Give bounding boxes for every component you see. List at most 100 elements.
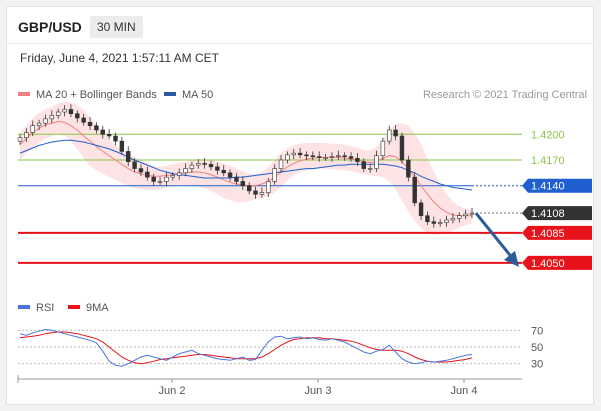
candle (196, 163, 201, 166)
candle (55, 111, 61, 116)
x-tick-label: Jun 3 (305, 385, 332, 397)
candle (119, 140, 125, 152)
level-label: 1.4050 (531, 258, 565, 270)
candle (215, 166, 220, 171)
timeframe-button[interactable]: 30 MIN (90, 16, 143, 38)
candle (176, 172, 182, 176)
candle (425, 215, 430, 223)
rsi-legend-swatch (18, 305, 30, 309)
candle (291, 152, 296, 156)
candle (285, 154, 290, 161)
candle (444, 219, 449, 223)
candle (126, 151, 131, 163)
candle (113, 135, 118, 142)
legend-swatch (164, 92, 176, 96)
candle (297, 152, 303, 156)
candle (387, 129, 392, 142)
bollinger-band (20, 101, 472, 236)
ma50-line (19, 139, 473, 191)
candle (317, 156, 322, 158)
candle (221, 169, 226, 174)
candle (431, 221, 437, 224)
candle (49, 115, 55, 120)
candle (183, 168, 188, 174)
symbol-label: GBP/USD (18, 19, 82, 35)
candle (227, 172, 233, 178)
candle (406, 159, 411, 178)
candle (412, 176, 417, 204)
candle (469, 212, 475, 215)
candle (437, 222, 443, 224)
candle (463, 213, 468, 217)
level-label: 1.4140 (531, 181, 565, 193)
candle (240, 181, 246, 187)
candle (24, 132, 29, 139)
candle (380, 140, 386, 157)
candle (266, 181, 271, 193)
candle (304, 154, 309, 157)
candle (100, 129, 105, 135)
candle (329, 156, 335, 158)
candle (234, 176, 239, 182)
candle (342, 155, 347, 158)
candle (62, 109, 67, 113)
forecast-arrow-line (474, 212, 515, 260)
candle (17, 137, 23, 142)
candle (259, 192, 265, 195)
rsi-legend-swatch (68, 305, 80, 309)
candle (355, 157, 360, 163)
candle (336, 155, 341, 158)
candle (75, 113, 80, 119)
candle (189, 164, 195, 169)
candle (94, 125, 99, 131)
candle (450, 217, 456, 221)
x-tick-label: Jun 2 (159, 385, 186, 397)
rsi-line (19, 328, 473, 367)
candle (348, 156, 354, 159)
candle (361, 161, 366, 169)
level-tag (522, 225, 592, 240)
level-label: 1.4200 (531, 129, 565, 141)
candle (367, 168, 373, 170)
legend-label: MA 20 + Bollinger Bands (36, 89, 157, 101)
candle (208, 163, 214, 168)
legend-swatch (18, 92, 30, 96)
rsi-tick-label: 30 (531, 359, 543, 371)
x-tick-label: Jun 4 (451, 385, 478, 397)
credit-label: Research © 2021 Trading Central (423, 89, 587, 101)
level-label: 1.4085 (531, 228, 565, 240)
rsi-tick-label: 50 (531, 342, 543, 354)
level-tag (522, 178, 592, 193)
candle (278, 159, 284, 169)
timestamp-label: Friday, June 4, 2021 1:57:11 AM CET (20, 51, 219, 65)
candle (246, 185, 252, 192)
candle (81, 117, 86, 123)
candle (106, 133, 112, 137)
candle (87, 121, 93, 127)
candle (170, 175, 175, 178)
candle (393, 129, 398, 137)
candle (138, 168, 144, 173)
level-tag (522, 255, 592, 270)
rsi-tick-label: 70 (531, 325, 543, 337)
chart-header: GBP/USD 30 MIN (7, 7, 593, 44)
level-label: 1.4170 (531, 155, 565, 167)
candle (323, 157, 328, 159)
candle (36, 122, 42, 127)
candle (164, 176, 169, 182)
candle (272, 168, 277, 182)
candle (418, 202, 424, 217)
rsi-legend-label: 9MA (86, 302, 109, 314)
candle (157, 181, 163, 183)
candle (399, 135, 405, 161)
candle (310, 155, 316, 158)
candle (68, 109, 74, 115)
candle (202, 163, 207, 165)
level-tag (522, 206, 592, 221)
candle (457, 215, 462, 219)
candle (374, 155, 379, 169)
rsi-legend-label: RSI (36, 302, 54, 314)
candle (132, 161, 137, 169)
candle (30, 125, 35, 133)
